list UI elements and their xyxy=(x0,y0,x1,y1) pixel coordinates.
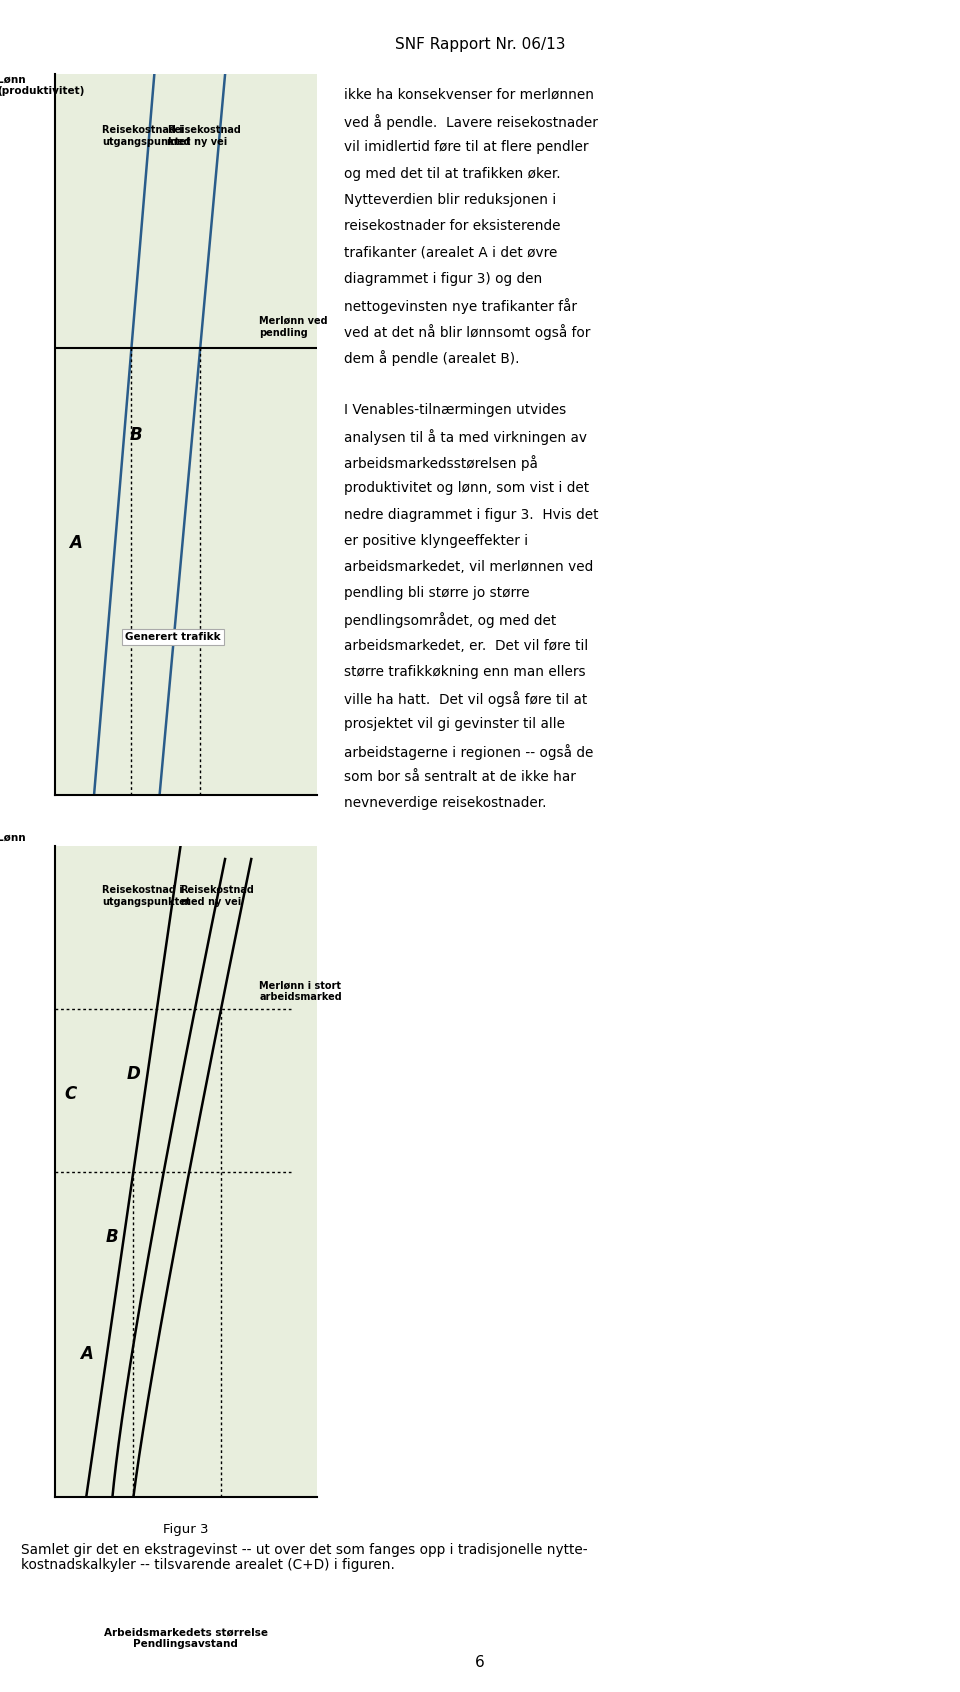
Text: B: B xyxy=(130,426,142,443)
Text: B: B xyxy=(106,1228,119,1245)
Text: Generert trafikk: Generert trafikk xyxy=(125,631,221,641)
Text: Nytteverdien blir reduksjonen i: Nytteverdien blir reduksjonen i xyxy=(344,193,556,206)
Text: Lønn
(produktivitet): Lønn (produktivitet) xyxy=(0,74,84,96)
Text: diagrammet i figur 3) og den: diagrammet i figur 3) og den xyxy=(344,272,542,286)
Text: A: A xyxy=(80,1345,92,1364)
Text: og med det til at trafikken øker.: og med det til at trafikken øker. xyxy=(344,168,561,181)
Text: pendlingsområdet, og med det: pendlingsområdet, og med det xyxy=(344,613,556,628)
Text: D: D xyxy=(127,1064,140,1083)
Text: 6: 6 xyxy=(475,1655,485,1670)
Text: nettogevinsten nye trafikanter får: nettogevinsten nye trafikanter får xyxy=(344,298,577,313)
Text: Merlønn i stort
arbeidsmarked: Merlønn i stort arbeidsmarked xyxy=(259,981,342,1002)
Text: arbeidsmarkedsstørelsen på: arbeidsmarkedsstørelsen på xyxy=(344,455,538,470)
Text: I Venables-tilnærmingen utvides: I Venables-tilnærmingen utvides xyxy=(344,403,566,416)
Text: ved å pendle.  Lavere reisekostnader: ved å pendle. Lavere reisekostnader xyxy=(344,115,597,130)
Text: ikke ha konsekvenser for merlønnen: ikke ha konsekvenser for merlønnen xyxy=(344,88,593,102)
Text: ved at det nå blir lønnsomt også for: ved at det nå blir lønnsomt også for xyxy=(344,325,590,340)
Text: er positive klyngeeffekter i: er positive klyngeeffekter i xyxy=(344,535,528,548)
Text: reisekostnader for eksisterende: reisekostnader for eksisterende xyxy=(344,220,561,233)
Text: Merlønn ved
pendling: Merlønn ved pendling xyxy=(259,316,327,337)
Text: arbeidsmarkedet, vil merlønnen ved: arbeidsmarkedet, vil merlønnen ved xyxy=(344,560,593,574)
Text: SNF Rapport Nr. 06/13: SNF Rapport Nr. 06/13 xyxy=(395,37,565,52)
Text: pendling bli større jo større: pendling bli større jo større xyxy=(344,587,529,601)
Text: ville ha hatt.  Det vil også føre til at: ville ha hatt. Det vil også føre til at xyxy=(344,692,587,707)
Text: større trafikkøkning enn man ellers: større trafikkøkning enn man ellers xyxy=(344,665,586,678)
Text: arbeidstagerne i regionen -- også de: arbeidstagerne i regionen -- også de xyxy=(344,744,593,760)
Text: trafikanter (arealet A i det øvre: trafikanter (arealet A i det øvre xyxy=(344,245,557,259)
Text: analysen til å ta med virkningen av: analysen til å ta med virkningen av xyxy=(344,430,587,445)
Text: Reisekostnad
med ny vei: Reisekostnad med ny vei xyxy=(167,125,241,147)
Text: som bor så sentralt at de ikke har: som bor så sentralt at de ikke har xyxy=(344,770,576,783)
Text: A: A xyxy=(69,535,83,552)
Text: Reisekostnad i
utgangspunktet: Reisekostnad i utgangspunktet xyxy=(102,125,190,147)
Text: C: C xyxy=(64,1085,77,1103)
Text: nevneverdige reisekostnader.: nevneverdige reisekostnader. xyxy=(344,797,546,810)
Text: Reisekostnad i
utgangspunktet: Reisekostnad i utgangspunktet xyxy=(102,885,190,907)
Text: Lønn: Lønn xyxy=(0,832,26,843)
Text: Reisekostnad
med ny vei: Reisekostnad med ny vei xyxy=(180,885,254,907)
Text: Samlet gir det en ekstragevinst -- ut over det som fanges opp i tradisjonelle ny: Samlet gir det en ekstragevinst -- ut ov… xyxy=(21,1543,588,1557)
Text: vil imidlertid føre til at flere pendler: vil imidlertid føre til at flere pendler xyxy=(344,140,588,154)
Text: nedre diagrammet i figur 3.  Hvis det: nedre diagrammet i figur 3. Hvis det xyxy=(344,508,598,521)
Text: Figur 3: Figur 3 xyxy=(163,1523,208,1536)
Text: Trafikk i
utgangspunktet: Trafikk i utgangspunktet xyxy=(74,926,162,946)
Text: Arbeidsmarkedets størrelse
(pendlingsavstand): Arbeidsmarkedets størrelse (pendlingsavs… xyxy=(136,926,290,946)
Text: dem å pendle (arealet B).: dem å pendle (arealet B). xyxy=(344,350,519,365)
Text: Arbeidsmarkedets størrelse
Pendlingsavstand: Arbeidsmarkedets størrelse Pendlingsavst… xyxy=(104,1628,268,1650)
Text: prosjektet vil gi gevinster til alle: prosjektet vil gi gevinster til alle xyxy=(344,717,564,731)
Text: kostnadskalkyler -- tilsvarende arealet (C+D) i figuren.: kostnadskalkyler -- tilsvarende arealet … xyxy=(21,1558,395,1572)
Text: produktivitet og lønn, som vist i det: produktivitet og lønn, som vist i det xyxy=(344,481,588,496)
Text: arbeidsmarkedet, er.  Det vil føre til: arbeidsmarkedet, er. Det vil føre til xyxy=(344,640,588,653)
